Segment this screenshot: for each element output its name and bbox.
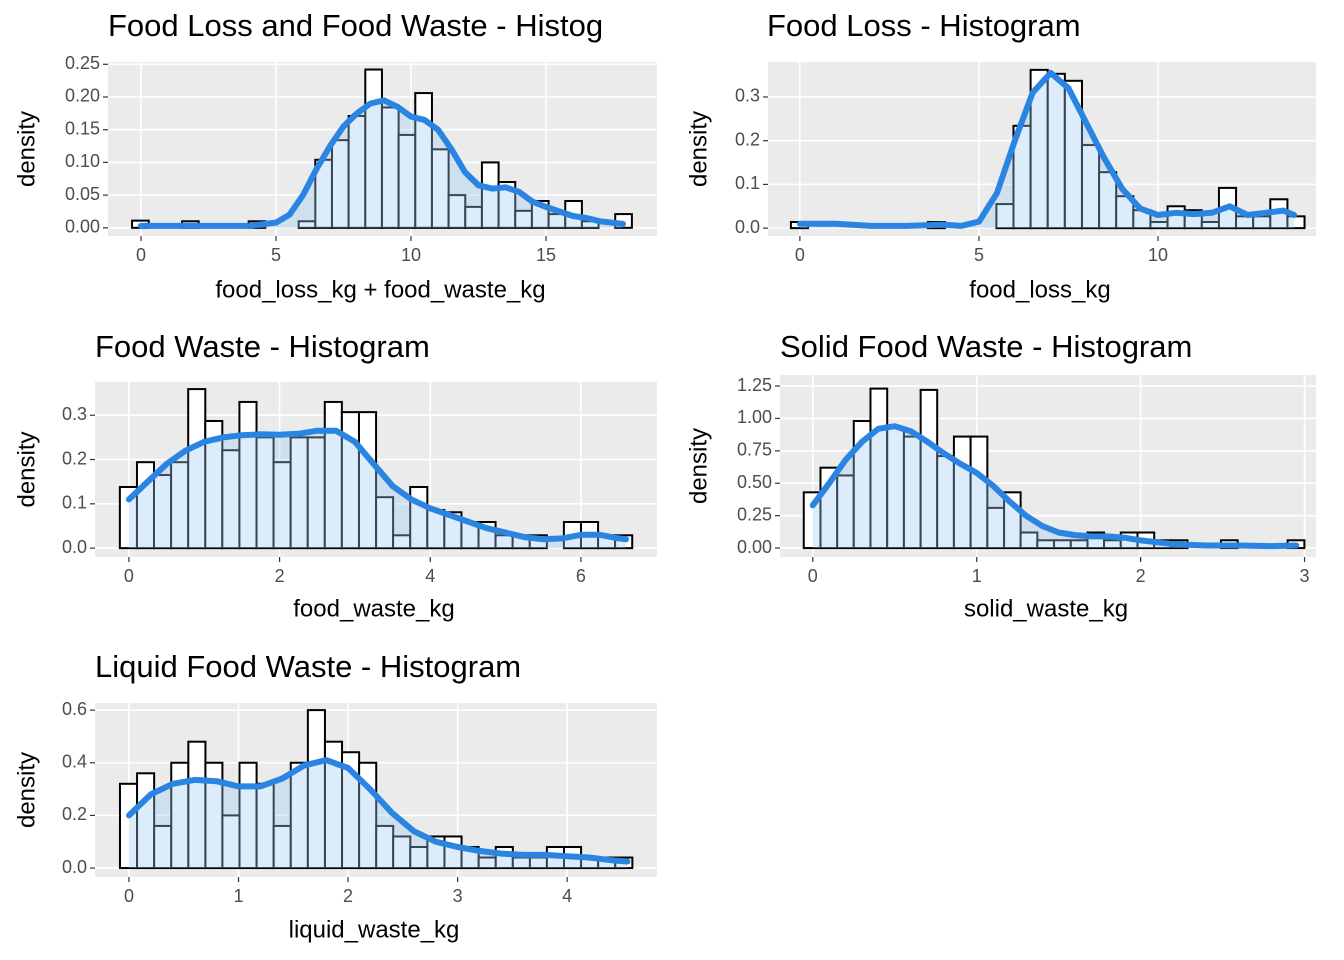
bar [357,411,378,550]
x-tick-label: 0 [124,566,134,586]
y-tick-label: 0.20 [65,86,100,106]
y-axis-title: density [13,752,40,828]
x-tick-label: 6 [576,566,586,586]
x-axis-title: liquid_waste_kg [289,916,460,943]
x-tick-label: 4 [425,566,435,586]
chart-title: Liquid Food Waste - Histogram [95,649,521,684]
x-tick-label: 5 [271,245,281,265]
y-axis-title: density [13,431,40,507]
y-tick-label: 0.3 [735,86,760,106]
x-tick-label: 0 [808,566,818,586]
y-tick-label: 0.1 [735,173,760,193]
chart-title: Food Loss and Food Waste - Histog [108,8,603,43]
x-tick-label: 1 [972,566,982,586]
bar [497,181,517,229]
x-tick-label: 2 [1136,566,1146,586]
y-axis-title: density [13,111,40,187]
bar [375,496,395,550]
y-axis-title: density [685,428,712,504]
x-tick-label: 5 [974,245,984,265]
y-tick-label: 0.10 [65,151,100,171]
density-line [809,423,1300,550]
y-tick-label: 0.00 [65,217,100,237]
x-tick-label: 0 [124,886,134,906]
y-tick-label: 0.4 [62,752,87,772]
x-tick-label: 2 [343,886,353,906]
x-tick-label: 10 [1148,245,1168,265]
y-tick-label: 0.15 [65,118,100,138]
y-tick-label: 0.25 [737,504,772,524]
x-tick-label: 1 [234,886,244,906]
y-tick-label: 0.00 [737,537,772,557]
y-tick-label: 0.25 [65,53,100,73]
y-tick-label: 0.2 [62,804,87,824]
density-line [796,69,1298,229]
x-axis-title: food_loss_kg + food_waste_kg [215,276,545,303]
x-tick-label: 15 [536,245,556,265]
y-tick-label: 0.6 [62,699,87,719]
x-tick-label: 4 [562,886,572,906]
y-tick-label: 0.0 [62,857,87,877]
x-tick-label: 2 [275,566,285,586]
y-tick-label: 1.00 [737,407,772,427]
x-tick-label: 3 [1300,566,1310,586]
bar [969,435,989,550]
x-tick-label: 3 [453,886,463,906]
y-tick-label: 0.2 [735,129,760,149]
chart-title: Food Loss - Histogram [767,8,1081,43]
density-line [125,427,630,543]
y-tick-label: 1.25 [737,375,772,395]
chart-title: Food Waste - Histogram [95,329,430,364]
y-tick-label: 0.0 [62,537,87,557]
density-line [137,97,626,229]
y-tick-label: 0.0 [735,217,760,237]
y-axis-title: density [685,111,712,187]
y-tick-label: 0.3 [62,404,87,424]
chart-title: Solid Food Waste - Histogram [780,329,1192,364]
y-tick-label: 0.2 [62,448,87,468]
x-tick-label: 0 [795,245,805,265]
y-tick-label: 0.1 [62,493,87,513]
density-area [140,100,623,228]
x-axis-title: food_loss_kg [969,276,1110,303]
y-tick-label: 0.50 [737,472,772,492]
x-tick-label: 10 [401,245,421,265]
x-axis-title: solid_waste_kg [964,595,1128,622]
y-tick-label: 0.05 [65,184,100,204]
bar [430,148,450,229]
y-tick-label: 0.75 [737,440,772,460]
density-area [812,426,1297,549]
density-area [799,72,1295,229]
density-line [126,757,631,865]
x-tick-label: 0 [136,245,146,265]
x-axis-title: food_waste_kg [293,595,454,622]
density-area [128,430,627,549]
